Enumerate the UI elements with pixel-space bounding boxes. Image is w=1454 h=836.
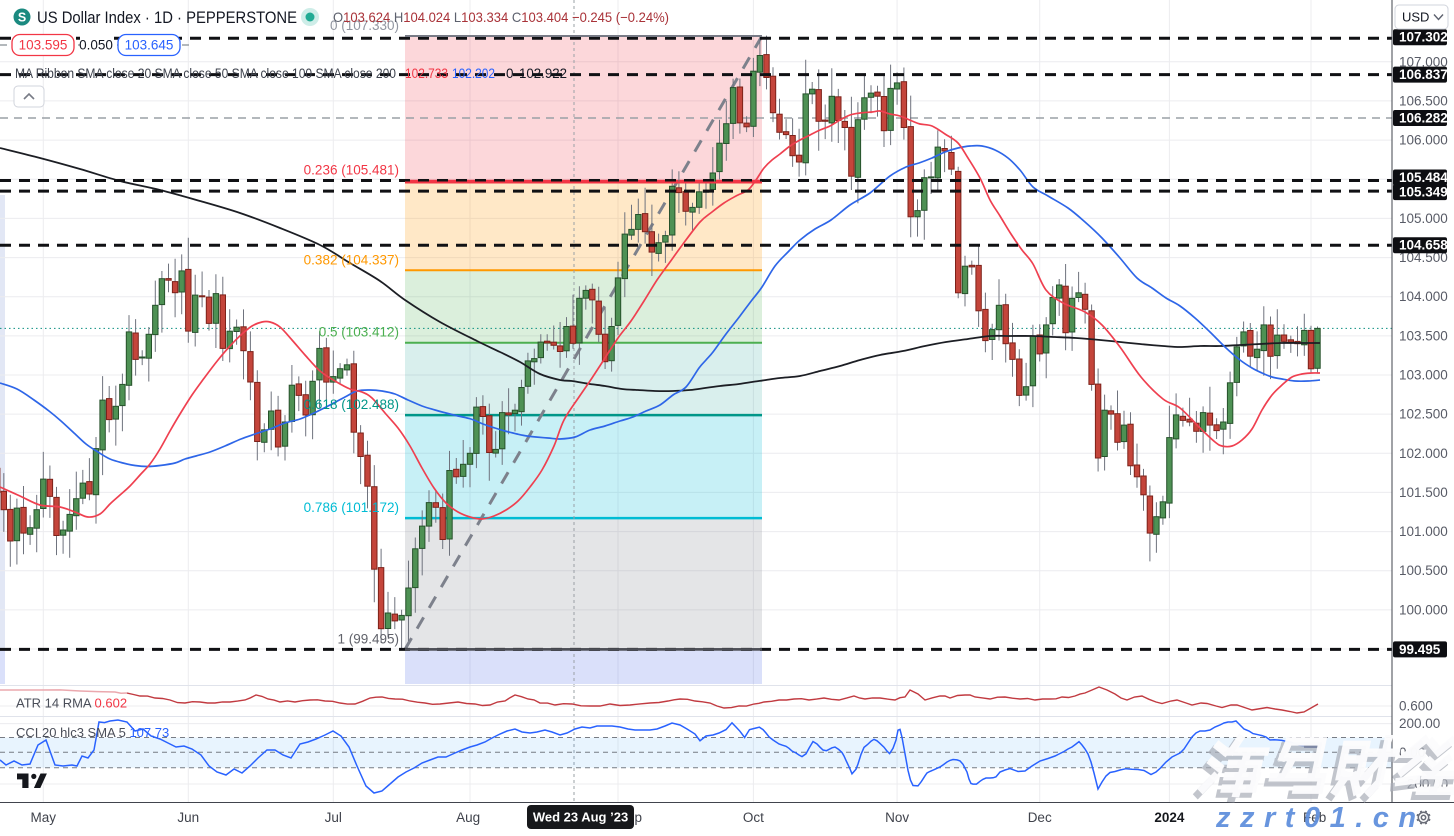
svg-text:106.282: 106.282 [1399,111,1448,126]
svg-text:105.000: 105.000 [1399,211,1448,226]
svg-text:102.500: 102.500 [1399,407,1448,422]
svg-text:CCI 20 hlc3 SMA 5 107.73: CCI 20 hlc3 SMA 5 107.73 [16,725,169,740]
svg-text:O103.624 H104.024 L103.334 C10: O103.624 H104.024 L103.334 C103.404 −0.2… [333,9,669,25]
svg-text:MA Ribbon SMA close 20 SMA clo: MA Ribbon SMA close 20 SMA close 50 SMA … [15,66,396,81]
svg-text:0.050: 0.050 [79,38,113,53]
svg-text:zzrt01.cn: zzrt01.cn [1215,802,1426,831]
svg-text:106.500: 106.500 [1399,93,1448,108]
svg-text:0.382 (104.337): 0.382 (104.337) [304,252,399,267]
svg-text:99.495: 99.495 [1399,642,1441,657]
svg-text:Wed 23 Aug ’23: Wed 23 Aug ’23 [533,810,628,825]
svg-text:106.000: 106.000 [1399,133,1448,148]
svg-text:Aug: Aug [456,810,480,825]
svg-text:S: S [18,11,26,25]
svg-text:104.000: 104.000 [1399,289,1448,304]
svg-text:USD: USD [1402,10,1429,25]
svg-text:May: May [31,810,57,825]
svg-text:Oct: Oct [743,810,764,825]
svg-text:102.733: 102.733 [405,66,448,81]
svg-text:0.5 (103.412): 0.5 (103.412) [319,325,399,340]
svg-text:105.484: 105.484 [1399,170,1448,185]
svg-text:103.000: 103.000 [1399,368,1448,383]
svg-text:Jul: Jul [325,810,342,825]
svg-text:0.600: 0.600 [1399,699,1433,714]
svg-text:100.000: 100.000 [1399,602,1448,617]
svg-text:Dec: Dec [1028,810,1052,825]
svg-text:ATR 14 RMA 0.602: ATR 14 RMA 0.602 [16,696,127,711]
svg-text:0.618 (102.488): 0.618 (102.488) [304,397,399,412]
svg-text:103.595: 103.595 [19,38,68,53]
svg-text:101.500: 101.500 [1399,485,1448,500]
svg-text:200.00: 200.00 [1399,716,1440,731]
svg-text:107.302: 107.302 [1399,30,1448,45]
svg-text:Nov: Nov [885,810,909,825]
svg-text:101.000: 101.000 [1399,524,1448,539]
svg-text:2024: 2024 [1154,810,1185,825]
svg-text:105.349: 105.349 [1399,185,1448,200]
svg-text:102.202: 102.202 [452,66,495,81]
svg-text:100.500: 100.500 [1399,563,1448,578]
svg-text:0: 0 [506,66,514,81]
svg-text:0.236 (105.481): 0.236 (105.481) [304,163,399,178]
svg-text:102.922: 102.922 [519,66,567,81]
svg-text:104.658: 104.658 [1399,238,1448,253]
svg-text:106.837: 106.837 [1399,67,1448,82]
svg-text:0.786 (101.172): 0.786 (101.172) [304,500,399,515]
svg-text:US Dollar Index · 1D · PEPPERS: US Dollar Index · 1D · PEPPERSTONE [37,8,297,27]
svg-text:103.645: 103.645 [125,38,174,53]
svg-text:1 (99.495): 1 (99.495) [337,631,399,646]
svg-text:102.000: 102.000 [1399,446,1448,461]
svg-text:Jun: Jun [177,810,199,825]
svg-text:103.500: 103.500 [1399,328,1448,343]
